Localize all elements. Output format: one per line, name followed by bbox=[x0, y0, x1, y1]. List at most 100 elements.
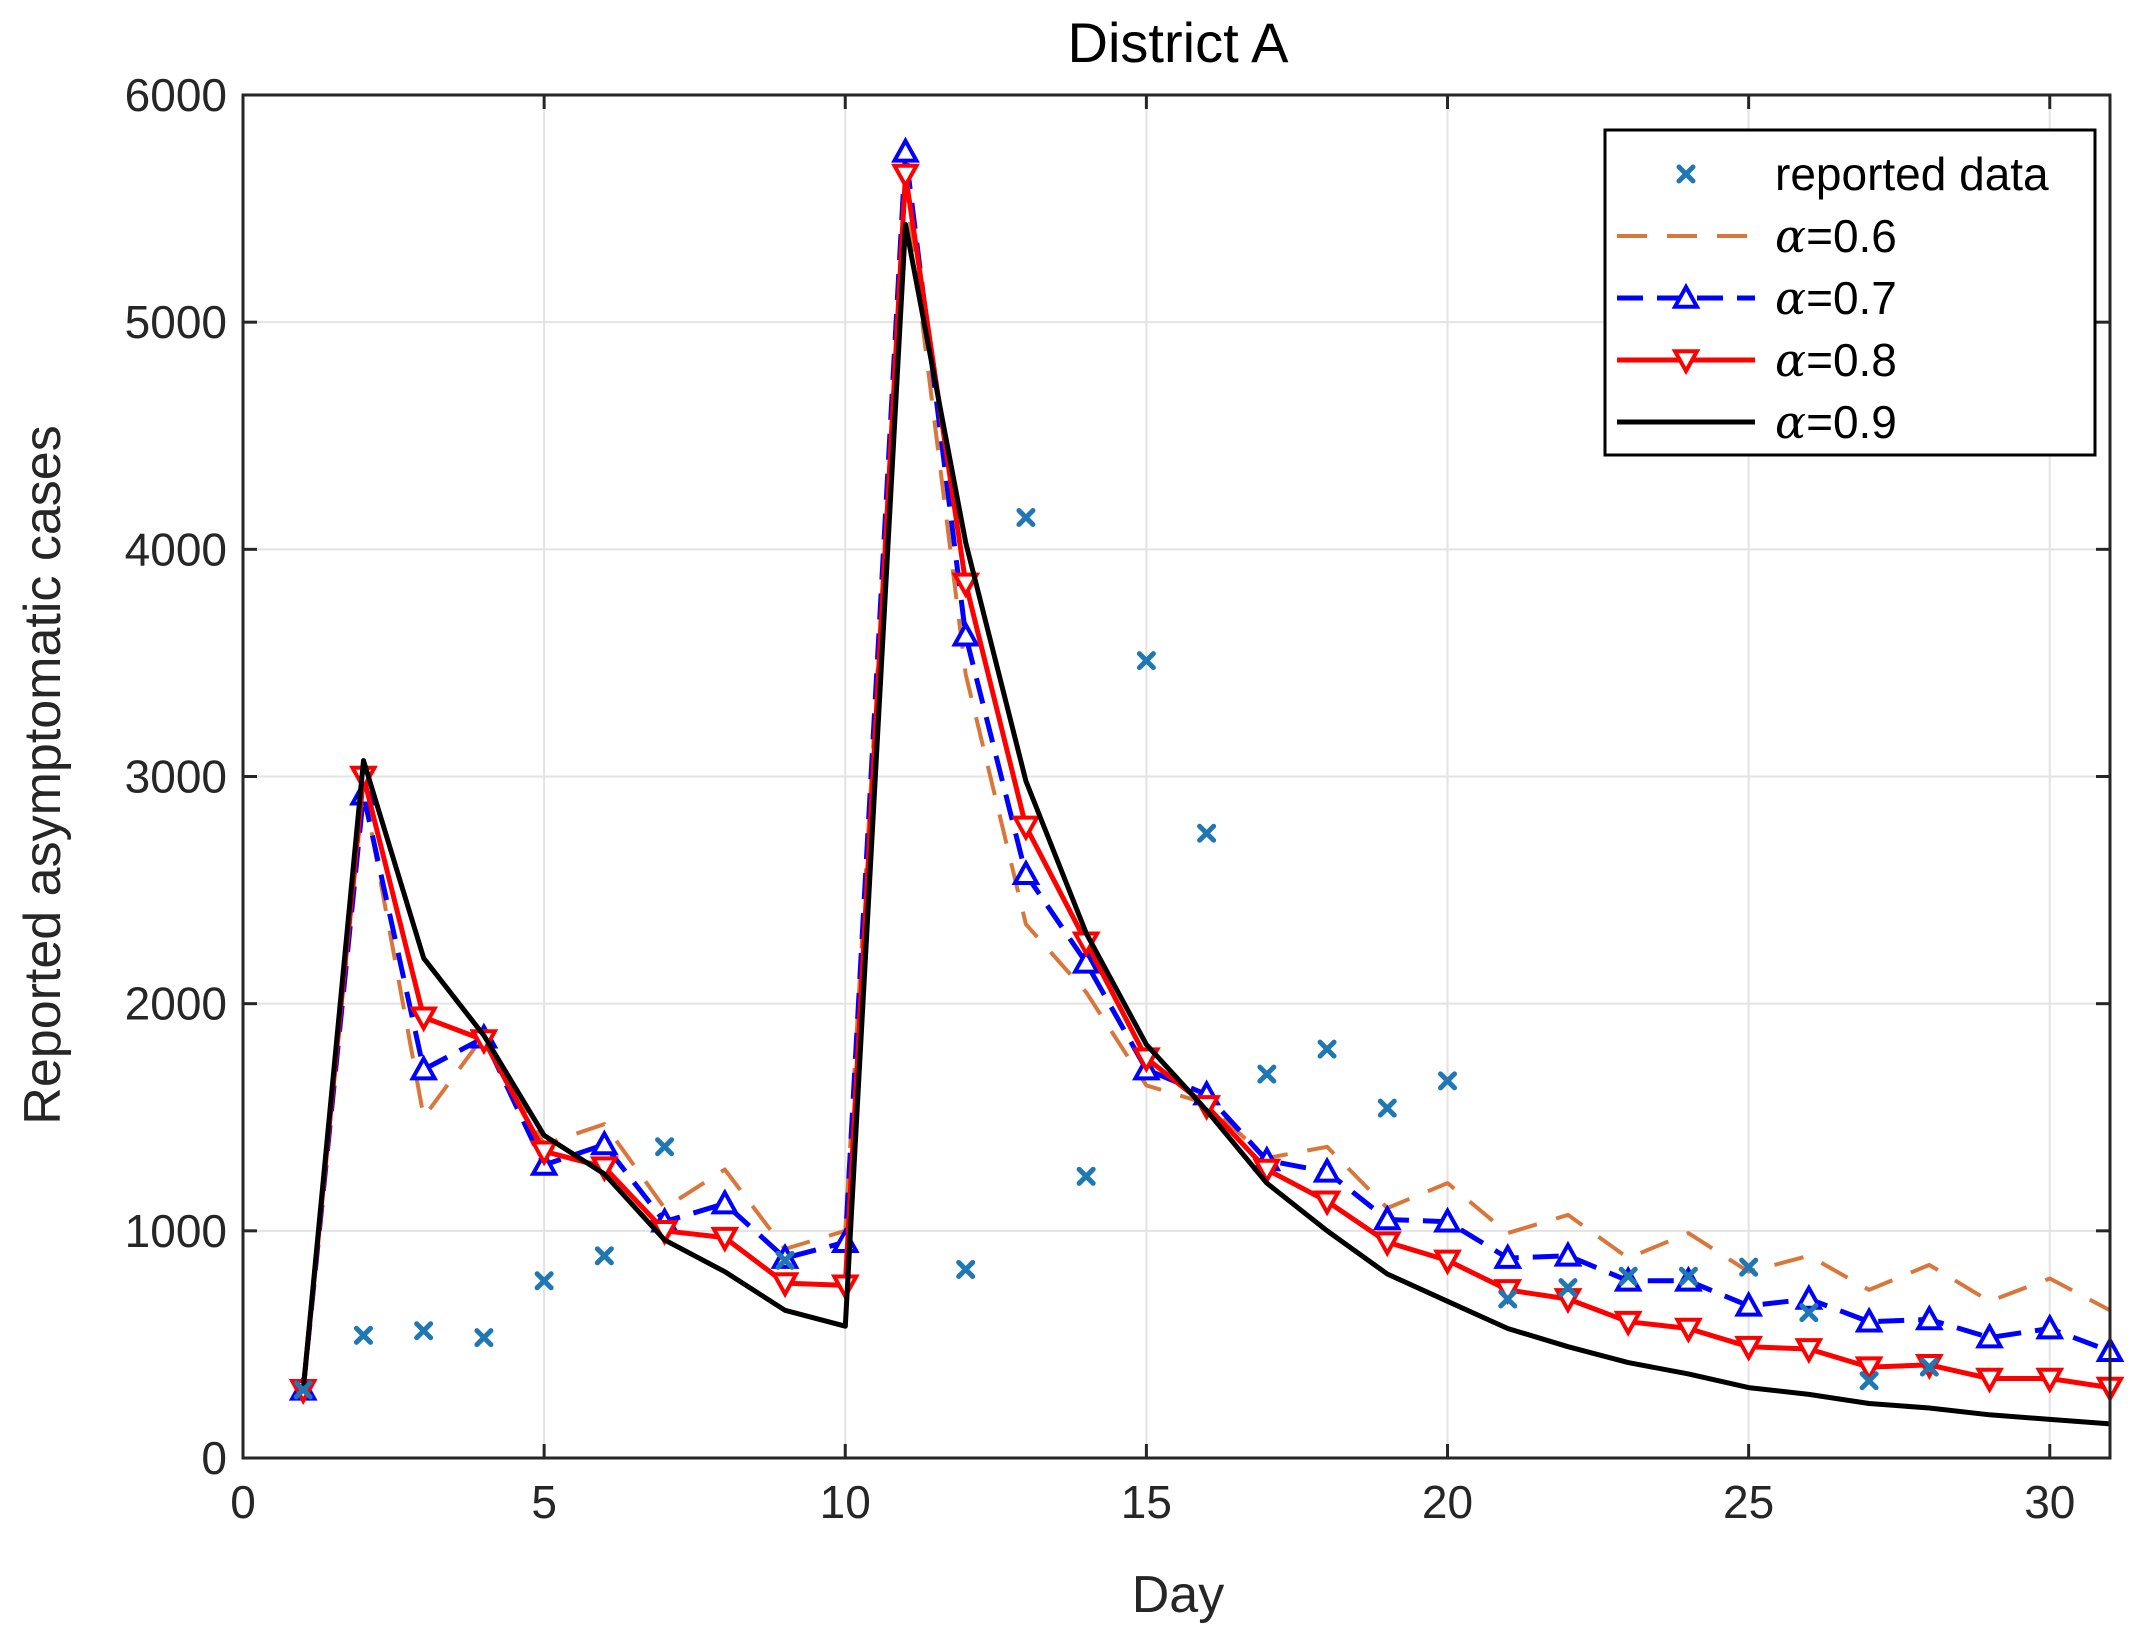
reported-data-point bbox=[534, 1271, 554, 1291]
y-tick-label: 3000 bbox=[125, 751, 227, 803]
series-3-point bbox=[1794, 1338, 1824, 1365]
legend-label: α=0.9 bbox=[1775, 395, 1897, 449]
x-tick-label: 5 bbox=[531, 1476, 557, 1528]
legend-swatch-reported bbox=[1676, 164, 1696, 184]
series-3-point bbox=[1734, 1335, 1764, 1362]
reported-data-point bbox=[414, 1321, 434, 1341]
reported-data-point bbox=[474, 1328, 494, 1348]
series-2-point bbox=[1493, 1242, 1523, 1269]
series-3-point bbox=[1131, 1047, 1161, 1074]
series-3-point bbox=[1312, 1190, 1342, 1217]
series-3-point bbox=[1433, 1249, 1462, 1276]
x-axis-label: Day bbox=[1132, 1566, 1224, 1624]
reported-data-point bbox=[1558, 1278, 1578, 1298]
reported-data-point bbox=[293, 1380, 313, 1400]
x-tick-label: 25 bbox=[1723, 1476, 1774, 1528]
series-3-point bbox=[1252, 1158, 1282, 1185]
series-2-point bbox=[1553, 1240, 1583, 1267]
legend-alpha-symbol: α bbox=[1775, 333, 1806, 387]
legend-alpha-value: =0.9 bbox=[1806, 396, 1897, 448]
legend-alpha-symbol: α bbox=[1775, 209, 1806, 263]
series-2-point bbox=[1854, 1306, 1884, 1333]
reported-data-point bbox=[956, 1259, 976, 1279]
legend-label: α=0.8 bbox=[1775, 333, 1897, 387]
legend-label: α=0.6 bbox=[1775, 209, 1897, 263]
reported-data-point bbox=[1678, 1266, 1698, 1286]
reported-data-point bbox=[1257, 1064, 1277, 1084]
reported-data-point bbox=[1016, 508, 1036, 528]
x-tick-label: 15 bbox=[1121, 1476, 1172, 1528]
reported-data-point bbox=[1618, 1266, 1638, 1286]
reported-data-point bbox=[1317, 1039, 1337, 1059]
series-2-point bbox=[1794, 1283, 1824, 1310]
legend-swatch-marker bbox=[1671, 282, 1701, 309]
reported-data-point bbox=[655, 1137, 675, 1157]
series-3-point bbox=[1613, 1310, 1643, 1337]
series-3-point bbox=[409, 1006, 439, 1033]
reported-data-point bbox=[1799, 1303, 1819, 1323]
series-2-point bbox=[409, 1054, 439, 1081]
y-tick-label: 5000 bbox=[125, 296, 227, 348]
y-tick-label: 4000 bbox=[125, 523, 227, 575]
reported-data-point bbox=[1377, 1098, 1397, 1118]
x-tick-label: 20 bbox=[1422, 1476, 1473, 1528]
legend-alpha-symbol: α bbox=[1775, 271, 1806, 325]
reported-data-point bbox=[1739, 1257, 1759, 1277]
y-tick-label: 1000 bbox=[125, 1205, 227, 1257]
series-2-point bbox=[2035, 1313, 2065, 1340]
series-3-point bbox=[770, 1272, 800, 1299]
series-2-point bbox=[1071, 947, 1101, 974]
reported-data-point bbox=[1859, 1371, 1879, 1391]
series-2-point bbox=[1914, 1304, 1944, 1331]
series-2-point bbox=[1372, 1204, 1402, 1231]
series-3-point bbox=[951, 572, 981, 599]
y-axis-label: Reported asymptomatic cases bbox=[14, 425, 72, 1124]
series-3-point bbox=[1674, 1317, 1703, 1344]
legend-alpha-symbol: α bbox=[1775, 395, 1806, 449]
chart-title: District A bbox=[1068, 11, 1290, 74]
y-tick-label: 6000 bbox=[125, 69, 227, 121]
series-2-point bbox=[891, 136, 920, 163]
series-2-point bbox=[1433, 1206, 1462, 1233]
legend-label: α=0.7 bbox=[1775, 271, 1897, 325]
series-3-point bbox=[529, 1140, 559, 1167]
reported-data-point bbox=[1498, 1289, 1518, 1309]
reported-data-point bbox=[1438, 1071, 1458, 1091]
reported-data-point bbox=[353, 1325, 373, 1345]
series-2-point bbox=[1975, 1322, 2004, 1349]
reported-data-point bbox=[1136, 651, 1156, 671]
series-2-point bbox=[951, 620, 981, 647]
legend-label: reported data bbox=[1775, 148, 2049, 200]
series-3-point bbox=[1854, 1356, 1884, 1383]
reported-data-point bbox=[775, 1250, 795, 1270]
legend-alpha-value: =0.6 bbox=[1806, 210, 1897, 262]
series-3-point bbox=[891, 163, 920, 190]
y-tick-label: 2000 bbox=[125, 978, 227, 1030]
x-tick-label: 10 bbox=[820, 1476, 871, 1528]
legend-swatch-marker bbox=[1671, 349, 1701, 376]
reported-data-point bbox=[1197, 823, 1217, 843]
x-tick-label: 0 bbox=[230, 1476, 256, 1528]
series-line-4 bbox=[300, 222, 2111, 1427]
series-3-point bbox=[1975, 1367, 2004, 1394]
series-3-point bbox=[2035, 1367, 2065, 1394]
y-tick-label: 0 bbox=[201, 1432, 227, 1484]
legend-alpha-value: =0.8 bbox=[1806, 334, 1897, 386]
axes-layer: 0 5 10 15 20 25 30 0 1000 2000 3000 4000 5000 6000 bbox=[125, 69, 2112, 1528]
series-2-point bbox=[710, 1188, 740, 1215]
legend-alpha-value: =0.7 bbox=[1806, 272, 1897, 324]
series-2-point bbox=[1011, 859, 1041, 885]
x-tick-label: 30 bbox=[2024, 1476, 2075, 1528]
series-layer bbox=[288, 136, 2125, 1427]
series-2-point bbox=[1734, 1290, 1764, 1317]
reported-data-point bbox=[1076, 1166, 1096, 1186]
reported-data-point bbox=[1919, 1357, 1939, 1377]
reported-data-point bbox=[594, 1246, 614, 1266]
series-2-point bbox=[1312, 1156, 1342, 1183]
series-3-point bbox=[1372, 1231, 1402, 1258]
series-3-point bbox=[710, 1226, 740, 1253]
series-2-point bbox=[589, 1129, 619, 1156]
series-3-point bbox=[1011, 815, 1041, 842]
